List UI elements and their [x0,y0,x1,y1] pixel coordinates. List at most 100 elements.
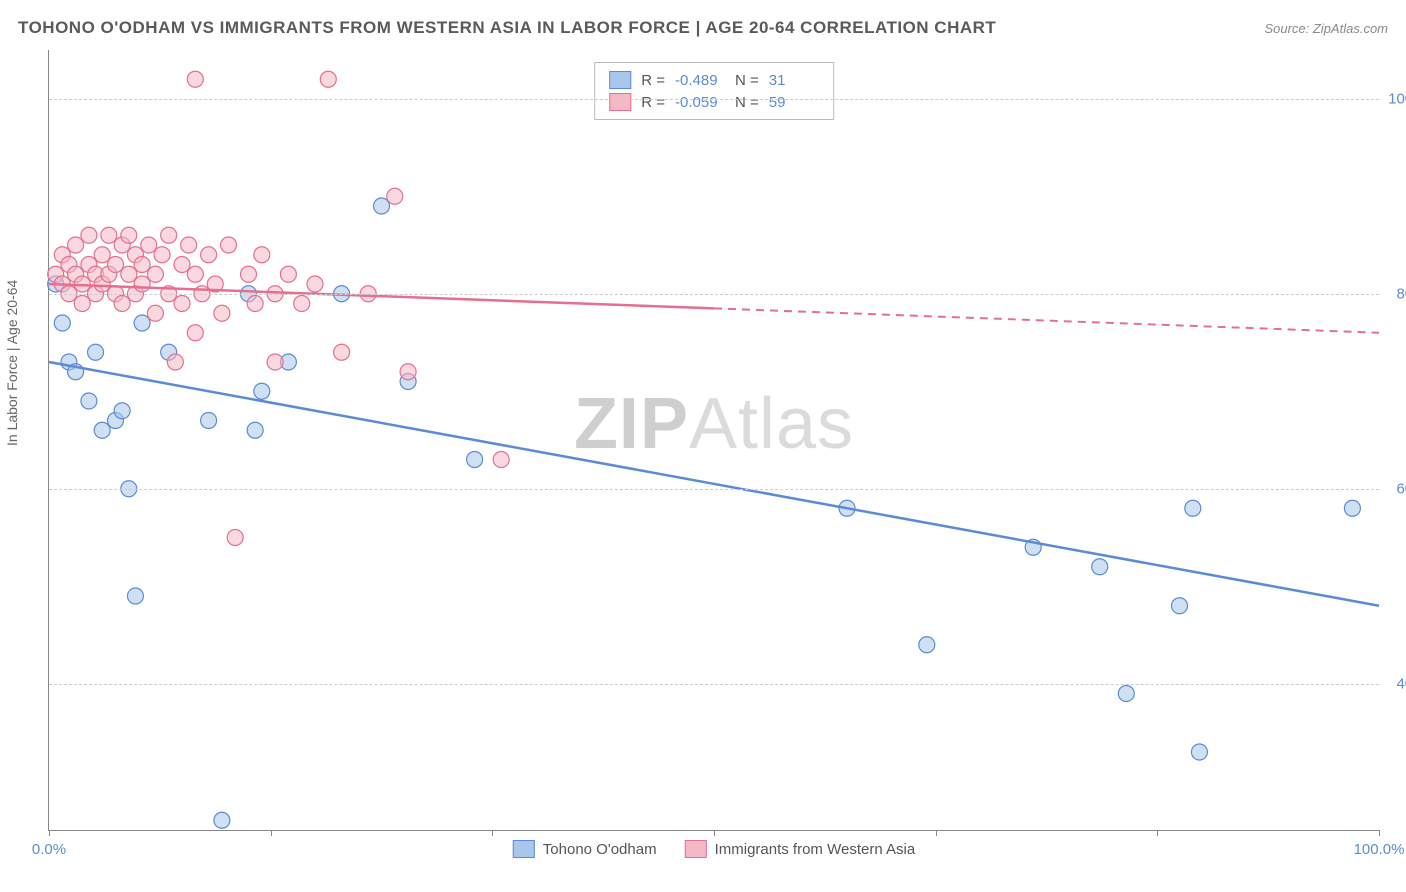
data-point [174,296,190,312]
data-point [181,237,197,253]
x-tick [936,830,937,836]
x-max-label: 100.0% [1354,841,1405,858]
data-point [254,383,270,399]
data-point [81,227,97,243]
data-point [1185,500,1201,516]
data-point [320,71,336,87]
y-axis-title: In Labor Force | Age 20-64 [4,280,20,446]
stats-row-series2: R = -0.059 N = 59 [609,91,819,113]
data-point [400,364,416,380]
gridline [49,684,1379,685]
data-point [1344,500,1360,516]
chart-plot-area: R = -0.489 N = 31 R = -0.059 N = 59 ZIPA… [48,50,1379,831]
data-point [94,247,110,263]
x-tick [492,830,493,836]
stats-row-series1: R = -0.489 N = 31 [609,69,819,91]
x-min-label: 0.0% [32,841,66,858]
data-point [134,276,150,292]
scatter-plot-svg [49,50,1379,830]
data-point [101,227,117,243]
data-point [127,588,143,604]
r-label: R = [641,72,665,89]
data-point [88,344,104,360]
data-point [167,354,183,370]
trend-line [49,284,714,308]
legend-item-series2: Immigrants from Western Asia [685,840,916,858]
data-point [161,227,177,243]
data-point [280,266,296,282]
data-point [114,296,130,312]
x-tick [1157,830,1158,836]
data-point [54,315,70,331]
data-point [187,266,203,282]
data-point [214,812,230,828]
data-point [1118,686,1134,702]
swatch-series2-bottom [685,840,707,858]
x-tick [49,830,50,836]
n-value-series2: 59 [769,94,819,111]
data-point [201,413,217,429]
data-point [134,315,150,331]
r-value-series2: -0.059 [675,94,725,111]
data-point [334,344,350,360]
y-tick-label: 100.0% [1388,90,1406,107]
data-point [1092,559,1108,575]
trend-line [49,362,1379,606]
swatch-series1-bottom [513,840,535,858]
data-point [81,393,97,409]
gridline [49,489,1379,490]
x-tick [271,830,272,836]
data-point [294,296,310,312]
data-point [154,247,170,263]
x-tick [714,830,715,836]
series-legend: Tohono O'odham Immigrants from Western A… [513,840,915,858]
swatch-series2 [609,93,631,111]
data-point [254,247,270,263]
legend-item-series1: Tohono O'odham [513,840,657,858]
data-point [227,530,243,546]
data-point [214,305,230,321]
stats-legend: R = -0.489 N = 31 R = -0.059 N = 59 [594,62,834,120]
source-credit: Source: ZipAtlas.com [1264,21,1388,36]
data-point [387,188,403,204]
data-point [247,296,263,312]
data-point [187,325,203,341]
r-value-series1: -0.489 [675,72,725,89]
y-tick-label: 40.0% [1396,675,1406,692]
series1-name: Tohono O'odham [543,841,657,858]
data-point [1172,598,1188,614]
data-point [141,237,157,253]
series2-name: Immigrants from Western Asia [715,841,916,858]
data-point [267,354,283,370]
data-point [241,266,257,282]
data-point [374,198,390,214]
data-point [147,305,163,321]
data-point [919,637,935,653]
data-point [201,247,217,263]
data-point [174,257,190,273]
data-point [1191,744,1207,760]
data-point [147,266,163,282]
data-point [108,257,124,273]
data-point [114,403,130,419]
data-point [493,452,509,468]
data-point [74,296,90,312]
gridline [49,99,1379,100]
r-label: R = [641,94,665,111]
data-point [187,71,203,87]
data-point [94,422,110,438]
swatch-series1 [609,71,631,89]
n-label: N = [735,72,759,89]
data-point [247,422,263,438]
n-label: N = [735,94,759,111]
data-point [68,237,84,253]
data-point [121,227,137,243]
y-tick-label: 60.0% [1396,480,1406,497]
x-tick [1379,830,1380,836]
data-point [121,266,137,282]
data-point [467,452,483,468]
y-tick-label: 80.0% [1396,285,1406,302]
data-point [134,257,150,273]
trend-line-dashed [714,308,1379,332]
chart-title: TOHONO O'ODHAM VS IMMIGRANTS FROM WESTER… [18,18,996,38]
